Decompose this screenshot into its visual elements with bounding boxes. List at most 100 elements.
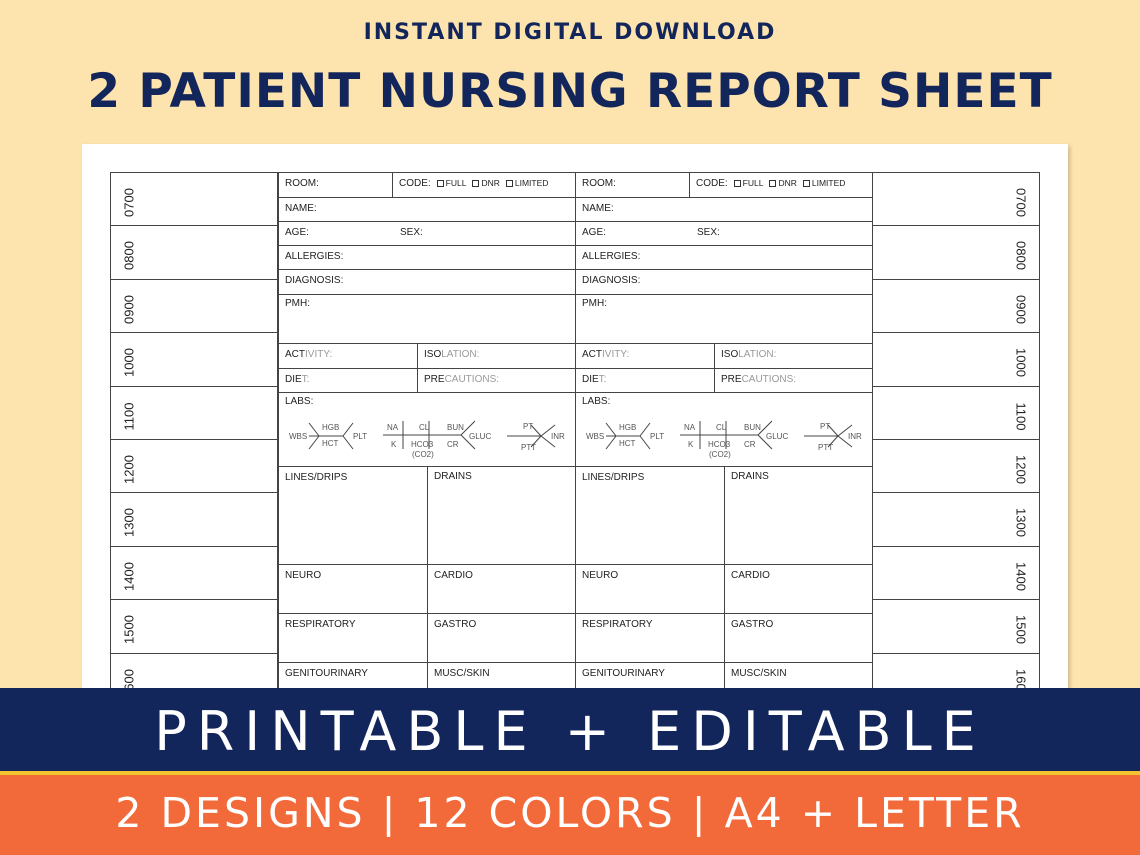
time-label: 0800 [121,241,137,271]
age-sex-row[interactable]: AGE: SEX: [576,222,872,246]
page-title: 2 PATIENT NURSING REPORT SHEET [87,64,1053,119]
lab-k: K [391,440,397,449]
banner-divider [0,771,1140,775]
diagnosis-row[interactable]: DIAGNOSIS: [576,270,872,295]
time-slot[interactable]: 0700 [110,172,278,226]
time-slot[interactable]: 1000 [872,332,1040,386]
designs-colors-text: 2 DESIGNS | 12 COLORS | A4 + LETTER [115,789,1025,837]
time-slot[interactable]: 0700 [872,172,1040,226]
isolation-field[interactable]: ISOLATION: [417,344,575,368]
diet-field[interactable]: DIET: [582,374,607,385]
time-slot[interactable]: 1000 [110,332,278,386]
pmh-row[interactable]: PMH: [576,295,872,344]
time-slot[interactable]: 1300 [872,492,1040,546]
respiratory-field[interactable]: RESPIRATORY [285,619,356,630]
genitourinary-field[interactable]: GENITOURINARY [285,668,368,679]
activity-isolation-row: ACTIVITY: ISOLATION: [279,344,575,369]
lab-wbs: WBS [586,432,604,441]
checkbox-icon[interactable] [733,180,741,187]
lines-field[interactable]: LINES/DRIPS [285,472,348,483]
musc-skin-field[interactable]: MUSC/SKIN [724,663,872,704]
name-row[interactable]: NAME: [576,198,872,222]
time-label: 1400 [121,561,137,591]
checkbox-icon[interactable] [505,180,513,187]
time-slot[interactable]: 0800 [110,225,278,279]
lab-hct: HCT [619,439,636,448]
lab-gluc: GLUC [469,432,491,441]
room-field[interactable]: ROOM: [582,178,616,189]
gu-musc-row: GENITOURINARY MUSC/SKIN [576,663,872,704]
time-slot[interactable]: 1200 [872,438,1040,493]
time-slot[interactable]: 1400 [110,545,278,600]
musc-skin-field[interactable]: MUSC/SKIN [427,663,575,704]
neuro-field[interactable]: NEURO [582,570,619,581]
lab-gluc: GLUC [766,432,788,441]
time-slot[interactable]: 1600 [110,652,278,704]
respiratory-field[interactable]: RESPIRATORY [582,619,653,630]
lab-hgb: HGB [322,423,339,432]
lab-inr: INR [551,432,565,441]
lab-cl: CL [716,423,727,432]
lab-na: NA [387,423,399,432]
lab-plt: PLT [353,432,367,441]
pmh-row[interactable]: PMH: [279,295,575,344]
lab-pt: PT [820,422,830,431]
gu-musc-row: GENITOURINARY MUSC/SKIN [279,663,575,704]
lines-field[interactable]: LINES/DRIPS [582,472,645,483]
diet-field[interactable]: DIET: [285,374,310,385]
labs-row[interactable]: LABS: WBS HGB HCT PLT NA K CL HCO3 (CO2)… [576,393,872,467]
time-label: 1500 [121,615,137,645]
isolation-field[interactable]: ISOLATION: [714,344,872,368]
name-row[interactable]: NAME: [279,198,575,222]
printable-banner: PRINTABLE + EDITABLE [0,688,1140,771]
time-label: 1200 [1013,454,1029,484]
lab-inr: INR [848,432,862,441]
checkbox-icon[interactable] [472,180,480,187]
drains-field[interactable]: DRAINS [427,467,575,564]
gastro-field[interactable]: GASTRO [724,614,872,662]
time-slot[interactable]: 1100 [110,385,278,439]
lab-co2: (CO2) [412,450,434,459]
time-slot[interactable]: 1500 [110,599,278,653]
genitourinary-field[interactable]: GENITOURINARY [582,668,665,679]
cardio-field[interactable]: CARDIO [427,565,575,613]
report-sheet-preview: 0700 0800 0900 1000 1100 1200 1300 1400 1500 1600… [82,144,1068,704]
lab-hco3: HCO3 [411,440,434,449]
time-slot[interactable]: 1500 [872,599,1040,653]
room-field[interactable]: ROOM: [285,178,319,189]
time-slot[interactable]: 0900 [110,278,278,333]
time-slot[interactable]: 0900 [872,278,1040,333]
cardio-field[interactable]: CARDIO [724,565,872,613]
time-slot[interactable]: 1300 [110,492,278,546]
neuro-field[interactable]: NEURO [285,570,322,581]
allergies-row[interactable]: ALLERGIES: [279,246,575,270]
time-label: 1400 [1013,561,1029,591]
diet-precautions-row: DIET: PRECAUTIONS: [279,369,575,393]
respiratory-gastro-row: RESPIRATORY GASTRO [279,614,575,663]
checkbox-icon[interactable] [436,180,444,187]
lab-bun: BUN [744,423,761,432]
time-slot[interactable]: 1200 [110,438,278,493]
time-slot[interactable]: 0800 [872,225,1040,279]
checkbox-icon[interactable] [769,180,777,187]
neuro-cardio-row: NEURO CARDIO [576,565,872,614]
designs-banner: 2 DESIGNS | 12 COLORS | A4 + LETTER [0,775,1140,855]
subtitle: INSTANT DIGITAL DOWNLOAD [363,20,777,45]
precautions-field[interactable]: PRECAUTIONS: [417,369,575,392]
labs-row[interactable]: LABS: WBS HGB HCT PLT NA K CL HCO3 (CO2)… [279,393,575,467]
diagnosis-row[interactable]: DIAGNOSIS: [279,270,575,295]
activity-field[interactable]: ACTIVITY: [582,349,630,360]
gastro-field[interactable]: GASTRO [427,614,575,662]
time-slot[interactable]: 1100 [872,385,1040,439]
age-sex-row[interactable]: AGE: SEX: [279,222,575,246]
activity-field[interactable]: ACTIVITY: [285,349,333,360]
code-field[interactable]: CODE: FULL DNR LIMITED [689,173,872,197]
allergies-row[interactable]: ALLERGIES: [576,246,872,270]
drains-field[interactable]: DRAINS [724,467,872,564]
time-slot[interactable]: 1400 [872,545,1040,600]
code-field[interactable]: CODE: FULL DNR LIMITED [392,173,575,197]
lab-ptt: PTT [818,443,833,452]
precautions-field[interactable]: PRECAUTIONS: [714,369,872,392]
lab-fishbone-diagrams: WBS HGB HCT PLT NA K CL HCO3 (CO2) BUN C… [289,420,565,459]
checkbox-icon[interactable] [802,180,810,187]
